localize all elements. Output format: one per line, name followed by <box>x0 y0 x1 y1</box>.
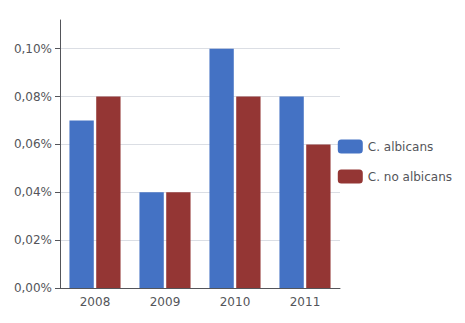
svg-text:0,02%: 0,02% <box>14 233 52 247</box>
svg-text:0,08%: 0,08% <box>14 90 52 104</box>
svg-text:0,06%: 0,06% <box>14 137 52 151</box>
svg-text:C. albicans: C. albicans <box>368 140 433 154</box>
svg-text:2009: 2009 <box>150 295 181 309</box>
svg-text:2010: 2010 <box>220 295 251 309</box>
svg-text:0,00%: 0,00% <box>14 281 52 295</box>
svg-text:2011: 2011 <box>290 295 321 309</box>
svg-text:0,04%: 0,04% <box>14 185 52 199</box>
svg-text:0,10%: 0,10% <box>14 42 52 56</box>
svg-text:2008: 2008 <box>80 295 111 309</box>
svg-text:C. no albicans: C. no albicans <box>368 170 452 184</box>
